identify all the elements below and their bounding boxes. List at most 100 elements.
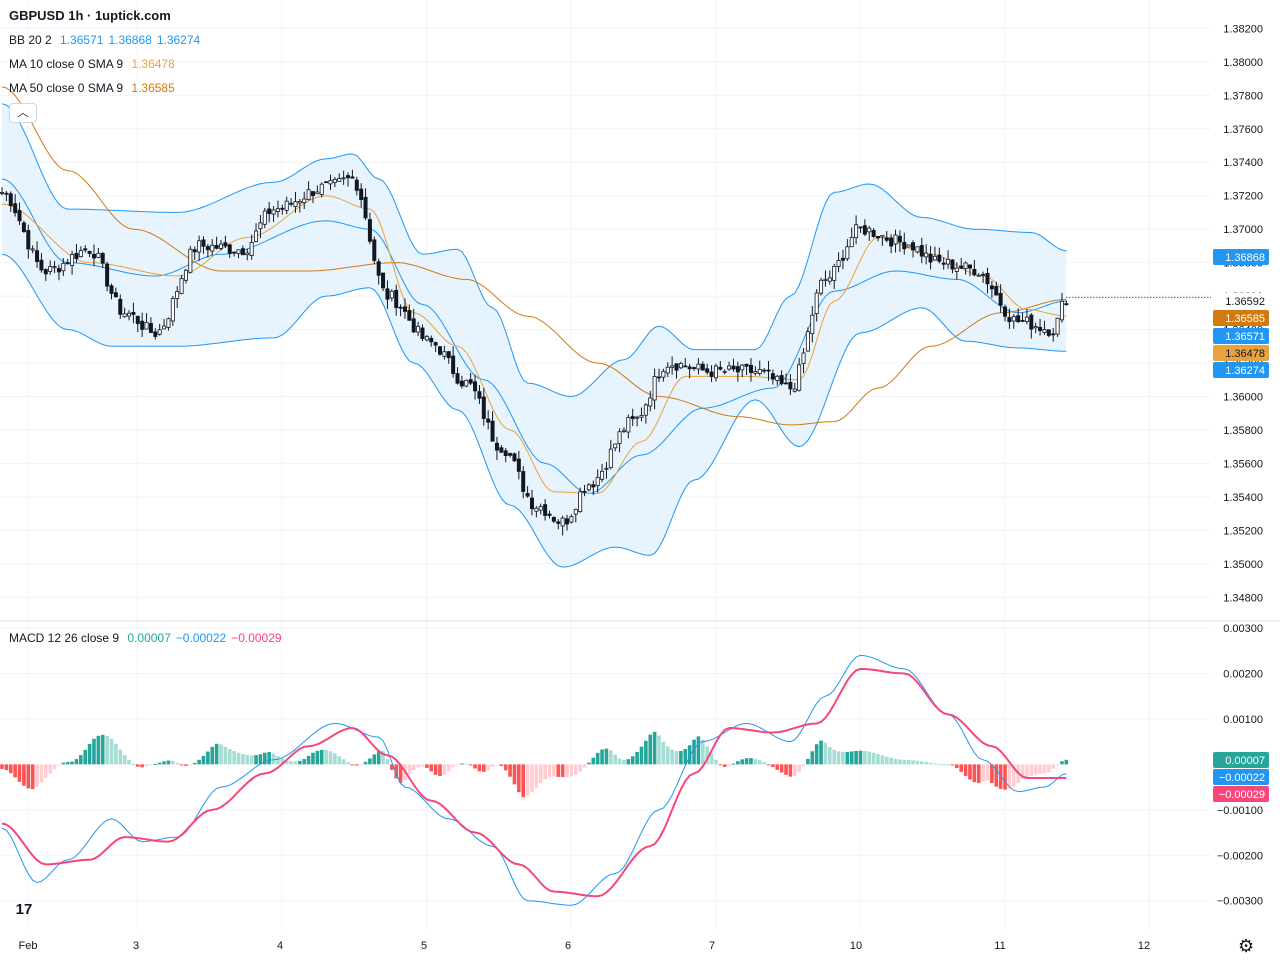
tradingview-logo-icon[interactable]: 17 xyxy=(15,901,33,918)
price-tick-label: 1.37000 xyxy=(1223,224,1263,236)
macd-legend-signal: −0.00029 xyxy=(231,631,282,645)
histogram-bar xyxy=(429,764,434,772)
candle xyxy=(748,358,753,382)
macd-legend[interactable]: MACD 12 26 close 9 0.00007 −0.00022 −0.000… xyxy=(9,631,287,645)
histogram-bar xyxy=(884,756,889,765)
candle xyxy=(516,450,521,480)
candle xyxy=(884,231,889,243)
candle xyxy=(696,357,701,375)
ma50-legend[interactable]: MA 50 close 0 SMA 9 1.36585 xyxy=(9,81,180,95)
candle xyxy=(919,237,924,264)
candle xyxy=(324,181,329,184)
candle xyxy=(481,387,486,426)
histogram-bar xyxy=(1055,764,1060,766)
candle xyxy=(1042,320,1047,335)
candle xyxy=(179,274,184,295)
candle xyxy=(385,280,390,310)
candle xyxy=(648,390,653,412)
macd-tick-label: −0.00300 xyxy=(1217,896,1263,908)
histogram-bar xyxy=(530,764,534,793)
histogram-bar xyxy=(814,744,819,765)
histogram-bar xyxy=(197,759,201,765)
histogram-bar xyxy=(354,764,359,766)
time-tick-label: 6 xyxy=(565,940,571,952)
bb-legend[interactable]: BB 20 2 1.36571 1.36868 1.36274 xyxy=(9,33,205,47)
candle xyxy=(1055,317,1060,337)
histogram-bar xyxy=(1020,764,1025,780)
candle xyxy=(236,249,241,259)
candle xyxy=(718,361,723,371)
candle xyxy=(240,245,245,256)
collapse-legend-button[interactable]: ︿ xyxy=(9,103,37,123)
candle xyxy=(205,244,210,258)
histogram-bar xyxy=(425,764,429,768)
histogram-bar xyxy=(976,764,981,783)
histogram-bar xyxy=(604,748,609,765)
ma10-legend[interactable]: MA 10 close 0 SMA 9 1.36478 xyxy=(9,57,180,71)
candle xyxy=(337,173,342,182)
histogram-bar xyxy=(648,734,653,765)
histogram-bar xyxy=(245,754,250,765)
candle xyxy=(455,367,460,385)
candle xyxy=(0,187,4,196)
price-tick-label: 1.35000 xyxy=(1223,559,1263,571)
time-axis[interactable]: Feb 3 4 5 6 7 10 11 12 xyxy=(19,940,1151,952)
histogram-bar xyxy=(819,740,823,765)
candle xyxy=(792,383,797,393)
gear-icon[interactable]: ⚙ xyxy=(1238,936,1255,956)
histogram-bar xyxy=(17,764,22,782)
candle xyxy=(332,176,337,188)
histogram-bar xyxy=(670,749,674,765)
candle xyxy=(26,224,31,259)
histogram-bar xyxy=(61,762,66,765)
price-axis[interactable]: 1.38200 1.38000 1.37800 1.37600 1.37400 1.372… xyxy=(1217,23,1263,907)
candle xyxy=(994,281,999,296)
histogram-bar xyxy=(644,740,648,765)
candle xyxy=(227,243,232,258)
candle xyxy=(381,272,386,292)
ma10-legend-label: MA 10 close 0 SMA 9 xyxy=(9,57,124,71)
macd-histogram xyxy=(0,731,1069,798)
candle xyxy=(788,373,793,395)
candle xyxy=(420,324,425,342)
candle xyxy=(113,287,118,298)
candle xyxy=(981,271,986,283)
candle xyxy=(473,374,478,400)
candle xyxy=(1024,309,1029,325)
histogram-bar xyxy=(241,754,245,765)
candle xyxy=(78,246,83,258)
histogram-bar xyxy=(674,751,679,765)
price-tick-label: 1.37600 xyxy=(1223,124,1263,136)
histogram-bar xyxy=(906,759,911,765)
candle xyxy=(389,289,394,302)
histogram-bar xyxy=(249,755,254,765)
histogram-bar xyxy=(398,764,403,783)
candle xyxy=(911,240,916,258)
histogram-bar xyxy=(893,758,898,765)
candle xyxy=(661,368,666,382)
candle xyxy=(197,235,202,261)
candle xyxy=(784,373,789,385)
histogram-bar xyxy=(1011,764,1016,787)
candle xyxy=(779,370,784,386)
candle xyxy=(538,503,543,515)
histogram-bar xyxy=(70,761,74,765)
candle xyxy=(762,368,767,374)
candle xyxy=(267,201,272,223)
histogram-bar xyxy=(749,758,753,765)
histogram-bar xyxy=(188,764,193,766)
candle xyxy=(346,172,351,187)
candle xyxy=(109,283,114,300)
candle xyxy=(915,246,920,254)
candle xyxy=(451,346,456,378)
histogram-bar xyxy=(806,758,810,765)
histogram-bar xyxy=(267,752,271,765)
candle xyxy=(924,244,929,265)
candle xyxy=(805,327,810,352)
price-tick-label: 1.34800 xyxy=(1223,592,1263,604)
candle xyxy=(65,258,70,265)
candle xyxy=(284,196,289,215)
histogram-bar xyxy=(867,751,872,765)
candle xyxy=(442,345,447,360)
